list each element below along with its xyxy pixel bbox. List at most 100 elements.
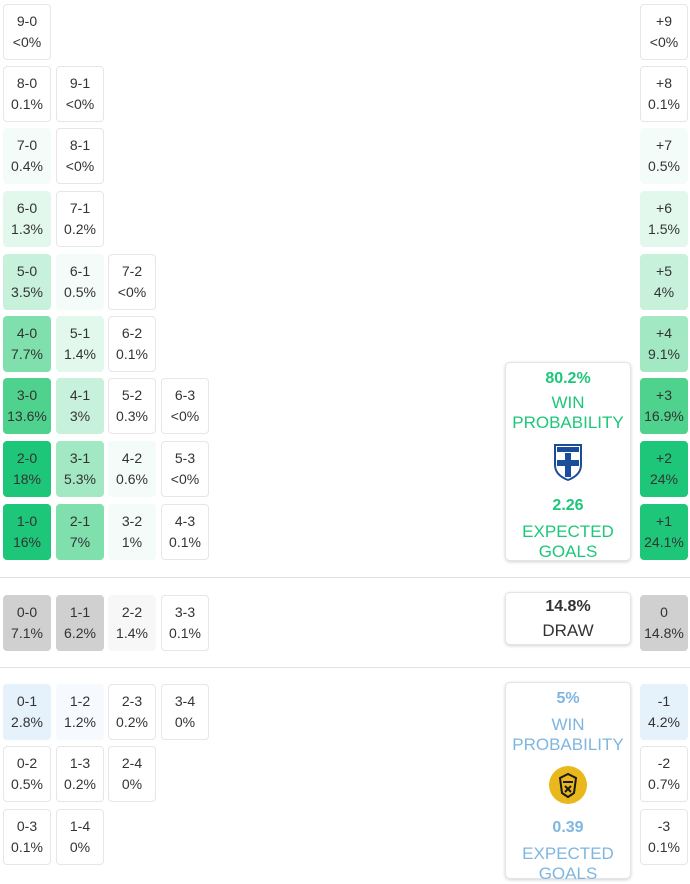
draw-card: 14.8% DRAW [505, 592, 631, 645]
divider-draw-away [0, 667, 690, 668]
cell-score-label: 6-1 [69, 263, 91, 279]
cell-probability: 24.1% [644, 534, 684, 550]
cell-probability: 0.4% [11, 158, 43, 174]
home-score-cell: 2-1 7% [56, 504, 104, 560]
home-score-cell: 8-0 0.1% [3, 66, 51, 122]
home-score-cell: 7-1 0.2% [56, 191, 104, 247]
cell-score-label: 6-3 [174, 387, 196, 403]
home-margin-cell: +8 0.1% [640, 66, 688, 122]
cell-score-label: 2-4 [121, 755, 143, 771]
cell-probability: 1% [121, 534, 143, 550]
cell-probability: <0% [65, 158, 95, 174]
cell-probability: 13.6% [7, 408, 47, 424]
cell-probability: <0% [117, 284, 147, 300]
home-score-cell: 6-2 0.1% [108, 316, 156, 372]
cell-probability: 0.5% [64, 284, 96, 300]
cell-score-label: 0-3 [16, 818, 38, 834]
cell-score-label: 7-1 [69, 200, 91, 216]
cell-score-label: 3-0 [16, 387, 38, 403]
home-win-label: WIN [551, 393, 585, 412]
cell-score-label: 5-0 [16, 263, 38, 279]
cell-probability: 0% [121, 776, 143, 792]
away-margin-cell: -3 0.1% [640, 809, 688, 865]
cell-score-label: 8-0 [16, 75, 38, 91]
away-probability-label: PROBABILITY [512, 735, 624, 754]
cell-probability: 2.8% [11, 714, 43, 730]
cell-score-label: 5-2 [121, 387, 143, 403]
cell-score-label: 4-0 [16, 325, 38, 341]
cell-probability: 0.1% [11, 96, 43, 112]
cell-score-label: 0-2 [16, 755, 38, 771]
cell-score-label: 1-0 [16, 513, 38, 529]
cell-score-label: 1-2 [69, 693, 91, 709]
cell-probability: 5.3% [64, 471, 96, 487]
cell-score-label: 3-3 [174, 604, 196, 620]
cell-probability: 0% [69, 839, 91, 855]
cell-probability: 9.1% [648, 346, 680, 362]
cell-probability: 0.5% [11, 776, 43, 792]
cell-score-label: -2 [657, 755, 671, 771]
cell-score-label: +7 [656, 137, 672, 153]
cell-probability: 0.6% [116, 471, 148, 487]
home-score-cell: 5-0 3.5% [3, 254, 51, 310]
cell-probability: 0.5% [648, 158, 680, 174]
home-score-cell: 7-0 0.4% [3, 128, 51, 184]
home-margin-cell: +5 4% [640, 254, 688, 310]
cell-score-label: +9 [656, 13, 672, 29]
cell-score-label: 6-2 [121, 325, 143, 341]
cell-probability: 1.4% [116, 625, 148, 641]
cell-probability: 1.5% [648, 221, 680, 237]
home-margin-cell: +2 24% [640, 441, 688, 497]
draw-probability-value: 14.8% [545, 598, 591, 615]
cell-score-label: 0-1 [16, 693, 38, 709]
cell-score-label: 2-1 [69, 513, 91, 529]
cell-score-label: -1 [657, 693, 671, 709]
cell-probability: 0.7% [648, 776, 680, 792]
away-score-cell: 0-2 0.5% [3, 746, 51, 802]
cell-score-label: 0 [660, 604, 668, 620]
away-score-cell: 2-3 0.2% [108, 684, 156, 740]
home-margin-cell: +1 24.1% [640, 504, 688, 560]
away-score-cell: 3-4 0% [161, 684, 209, 740]
cell-score-label: 3-2 [121, 513, 143, 529]
away-win-label: WIN [551, 715, 585, 734]
home-win-probability-value: 80.2% [545, 370, 591, 387]
cell-probability: 16.9% [644, 408, 684, 424]
home-score-cell: 6-1 0.5% [56, 254, 104, 310]
finland-crest-icon [553, 443, 583, 486]
home-score-cell: 5-1 1.4% [56, 316, 104, 372]
cell-probability: <0% [65, 96, 95, 112]
cell-score-label: 1-3 [69, 755, 91, 771]
cell-probability: 0.3% [116, 408, 148, 424]
cell-probability: 0% [174, 714, 196, 730]
away-margin-cell: -1 4.2% [640, 684, 688, 740]
home-score-cell: 2-0 18% [3, 441, 51, 497]
cell-score-label: 5-3 [174, 450, 196, 466]
cell-probability: 3% [69, 408, 91, 424]
cell-probability: 4% [653, 284, 675, 300]
cell-score-label: +6 [656, 200, 672, 216]
cell-probability: 16% [12, 534, 42, 550]
cell-probability: 0.1% [11, 839, 43, 855]
draw-score-cell: 3-3 0.1% [161, 595, 209, 651]
home-score-cell: 4-2 0.6% [108, 441, 156, 497]
cell-score-label: 2-0 [16, 450, 38, 466]
cell-score-label: 7-0 [16, 137, 38, 153]
away-score-cell: 1-3 0.2% [56, 746, 104, 802]
cell-probability: 0.1% [169, 625, 201, 641]
cell-score-label: 4-2 [121, 450, 143, 466]
home-margin-cell: +9 <0% [640, 4, 688, 60]
cell-probability: 0.1% [648, 96, 680, 112]
away-margin-cell: -2 0.7% [640, 746, 688, 802]
cell-probability: 18% [12, 471, 42, 487]
home-score-cell: 1-0 16% [3, 504, 51, 560]
home-score-cell: 8-1 <0% [56, 128, 104, 184]
away-expected-label: EXPECTED [522, 844, 614, 863]
home-expected-label: EXPECTED [522, 522, 614, 541]
home-score-cell: 9-1 <0% [56, 66, 104, 122]
cell-probability: 0.2% [64, 776, 96, 792]
draw-label: DRAW [542, 621, 594, 640]
home-score-cell: 7-2 <0% [108, 254, 156, 310]
home-team-card: 80.2% WIN PROBABILITY 2.26 EXPECTED GOAL… [505, 362, 631, 561]
away-team-card: 5% WIN PROBABILITY 0.39 EXPECTED GOALS [505, 682, 631, 883]
